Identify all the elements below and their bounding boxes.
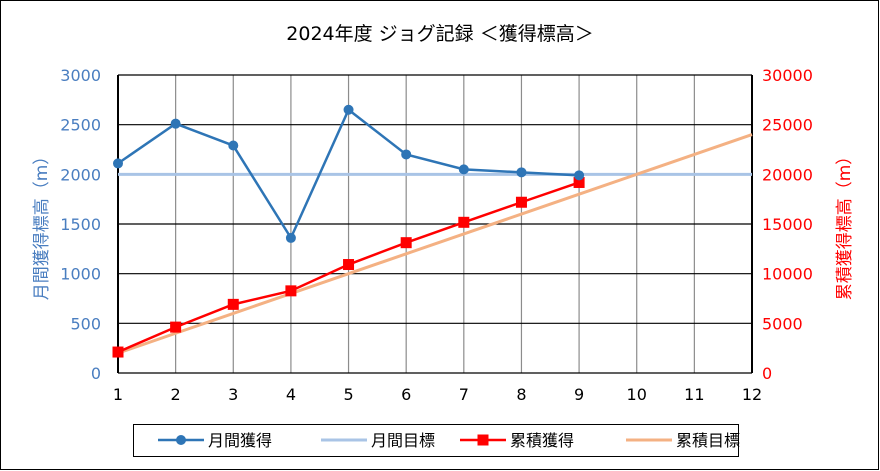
data-point <box>113 158 123 169</box>
x-tick-label: 12 <box>742 385 762 404</box>
data-point <box>573 176 585 188</box>
data-point <box>227 298 239 310</box>
x-tick-label: 8 <box>516 385 526 404</box>
x-tick-label: 9 <box>574 385 584 404</box>
data-point <box>574 170 585 181</box>
y2-tick-label: 25000 <box>762 116 813 135</box>
legend-label: 月間獲得 <box>208 431 272 450</box>
y-tick-label: 1000 <box>60 265 101 284</box>
data-point <box>458 216 470 228</box>
y-tick-label: 500 <box>70 314 101 333</box>
y-tick-label: 0 <box>91 364 101 383</box>
y-tick-label: 2500 <box>60 116 101 135</box>
legend-marker <box>477 434 489 446</box>
legend-label: 月間目標 <box>371 431 435 450</box>
y-tick-label: 3000 <box>60 66 101 85</box>
legend-marker <box>176 435 186 445</box>
x-tick-label: 6 <box>401 385 411 404</box>
x-tick-label: 4 <box>286 385 296 404</box>
y2-axis-label: 累積獲得標高（m） <box>835 148 855 301</box>
chart-title: 2024年度 ジョグ記録 ＜獲得標高＞ <box>286 23 593 45</box>
y2-tick-label: 30000 <box>762 66 813 85</box>
series-line-4 <box>117 133 753 355</box>
data-point <box>285 285 297 297</box>
data-point <box>458 164 469 175</box>
x-tick-label: 2 <box>171 385 181 404</box>
data-point <box>515 196 527 208</box>
x-tick-label: 3 <box>228 385 238 404</box>
y2-tick-label: 5000 <box>762 314 803 333</box>
y2-tick-label: 15000 <box>762 215 813 234</box>
legend-label: 累積獲得 <box>510 431 574 450</box>
data-point <box>170 321 182 333</box>
data-point <box>343 259 355 271</box>
x-tick-label: 5 <box>343 385 353 404</box>
data-point <box>343 104 354 115</box>
data-point <box>228 140 239 151</box>
y-tick-label: 1500 <box>60 215 101 234</box>
data-point <box>112 346 124 358</box>
y-tick-label: 2000 <box>60 165 101 184</box>
data-point <box>516 167 527 178</box>
x-tick-label: 11 <box>684 385 704 404</box>
x-tick-label: 10 <box>627 385 647 404</box>
y2-tick-label: 20000 <box>762 165 813 184</box>
y2-tick-label: 10000 <box>762 265 813 284</box>
data-point <box>285 232 296 243</box>
data-point <box>170 118 181 129</box>
data-point <box>400 237 412 249</box>
legend-label: 累積目標 <box>676 431 740 450</box>
data-point <box>401 149 412 160</box>
x-tick-label: 7 <box>459 385 469 404</box>
y2-tick-label: 0 <box>762 364 772 383</box>
x-tick-label: 1 <box>113 385 123 404</box>
y-axis-label: 月間獲得標高（m） <box>32 148 52 301</box>
